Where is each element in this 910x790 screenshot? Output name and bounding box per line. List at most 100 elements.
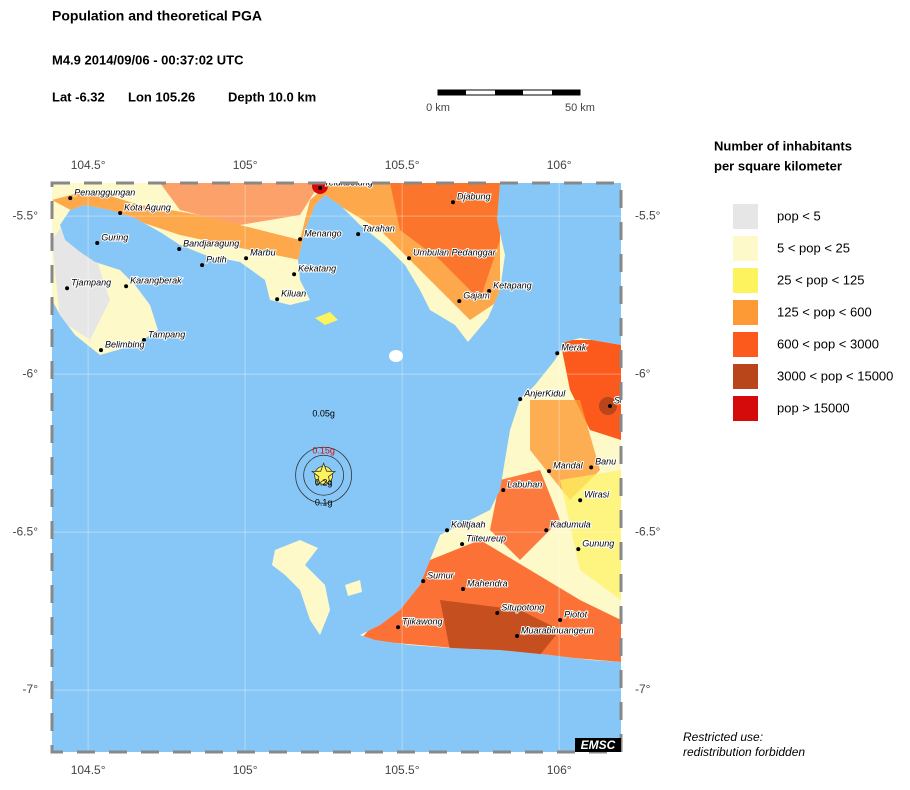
event: M4.9 2014/09/06 - 00:37:02 UTC (52, 52, 244, 67)
legend-label: 25 < pop < 125 (777, 272, 864, 287)
city-label: Guring (101, 232, 128, 242)
lat-tick-label: -5.5° (13, 208, 39, 222)
city-dot (244, 256, 249, 261)
lat-tick-label: -6° (23, 366, 39, 380)
city-label: Mandal (553, 461, 584, 471)
city-dot (407, 256, 412, 261)
city-dot (200, 263, 205, 268)
city-label: Gajam (463, 291, 490, 301)
scale-start: 0 km (426, 102, 450, 114)
city-dot (576, 547, 581, 552)
city-label: Putih (206, 255, 227, 265)
city-label: Telukbetung (324, 177, 373, 187)
city-dot (65, 286, 70, 291)
city-dot (487, 289, 492, 294)
lon: Lon 105.26 (128, 89, 195, 104)
scale-bar: 0 km 50 km (426, 89, 595, 114)
legend-swatch (733, 204, 758, 229)
city-label: Piotot (564, 609, 588, 619)
city-dot (421, 579, 426, 584)
lon-tick-label: 105° (233, 158, 258, 172)
city-dot (578, 498, 583, 503)
city-label: Situpotong (501, 602, 544, 612)
lon-tick-label: 106° (547, 158, 572, 172)
lat: Lat -6.32 (52, 89, 105, 104)
lat-tick-label: -7° (635, 682, 651, 696)
legend-swatch (733, 236, 758, 261)
title: Population and theoretical PGA (52, 8, 262, 24)
city-label: Umbulan Pedanggar (413, 248, 497, 258)
depth: Depth 10.0 km (228, 89, 316, 104)
legend-swatch (733, 332, 758, 357)
legend-swatch (733, 364, 758, 389)
city-dot (68, 196, 73, 201)
city-dot (445, 528, 450, 533)
city-dot (275, 297, 280, 302)
island (272, 540, 330, 635)
city-label: Muarabinuangeun (521, 625, 594, 635)
pga-ring (303, 454, 345, 496)
city-dot (298, 237, 303, 242)
island (389, 350, 403, 362)
city-label: Penanggungan (74, 188, 135, 198)
city-label: Ketapang (493, 280, 532, 290)
city-label: Kadumula (550, 520, 591, 530)
lat-tick-label: -5.5° (635, 208, 661, 222)
city-dot (589, 465, 594, 470)
legend-label: 600 < pop < 3000 (777, 336, 879, 351)
legend-label: 125 < pop < 600 (777, 304, 872, 319)
pga-ring (295, 446, 353, 504)
lon-tick-label: 106° (547, 763, 572, 777)
city-label: Kolitjaah (451, 520, 486, 530)
lat-tick-label: -7° (23, 682, 39, 696)
map: Penanggungan Kota Agung Telukbetung Djabung… (52, 177, 621, 752)
city-label: Kiluan (281, 289, 306, 299)
city-label: Bandjaragung (183, 238, 239, 248)
city-label: Kekatang (298, 264, 336, 274)
city-label: Tampang (148, 329, 185, 339)
city-dot (460, 542, 465, 547)
city-label: Banu (595, 457, 616, 467)
city-dot (124, 284, 129, 289)
city-dot (318, 186, 323, 191)
city-dot (501, 488, 506, 493)
lat-tick-label: -6.5° (13, 524, 39, 538)
city-label: Menango (304, 229, 342, 239)
legend-title: per square kilometer (714, 158, 842, 173)
scale-end: 50 km (565, 102, 595, 114)
epicenter (311, 462, 337, 486)
city-label: Merak (561, 343, 587, 353)
city-label: Sumur (427, 570, 455, 580)
city-label: Gunung (582, 539, 614, 549)
city-label: AnjerKidul (523, 388, 566, 398)
city-dot (515, 634, 520, 639)
city-dot (118, 211, 123, 216)
city-dot (558, 617, 563, 622)
city-label: Labuhan (507, 479, 542, 489)
legend-label: pop > 15000 (777, 400, 850, 415)
city-dot (457, 299, 462, 304)
city-dot (544, 528, 549, 533)
city-label: Tiiteureup (466, 533, 506, 543)
city-label: Djabung (457, 192, 491, 202)
island (345, 580, 362, 596)
notice: Restricted use: (683, 730, 763, 744)
legend-swatch (733, 300, 758, 325)
pga-label: 0.15g (312, 446, 335, 456)
pga-label: 0.2g (315, 478, 333, 488)
city-label: Tjikawong (402, 617, 443, 627)
city-label: Karangberak (130, 276, 182, 286)
legend-title: Number of inhabitants (714, 138, 852, 153)
credit: EMSC (581, 738, 616, 752)
city-label: Kota Agung (124, 202, 171, 212)
frame (50, 181, 623, 754)
city-dot (451, 200, 456, 205)
city-dot (177, 247, 182, 252)
city-dot (547, 469, 552, 474)
city-dot (518, 397, 523, 402)
pga-label: 0.05g (312, 409, 335, 419)
lon-tick-label: 105.5° (385, 158, 420, 172)
city-label: Tjampang (71, 278, 111, 288)
city-dot (292, 272, 297, 277)
